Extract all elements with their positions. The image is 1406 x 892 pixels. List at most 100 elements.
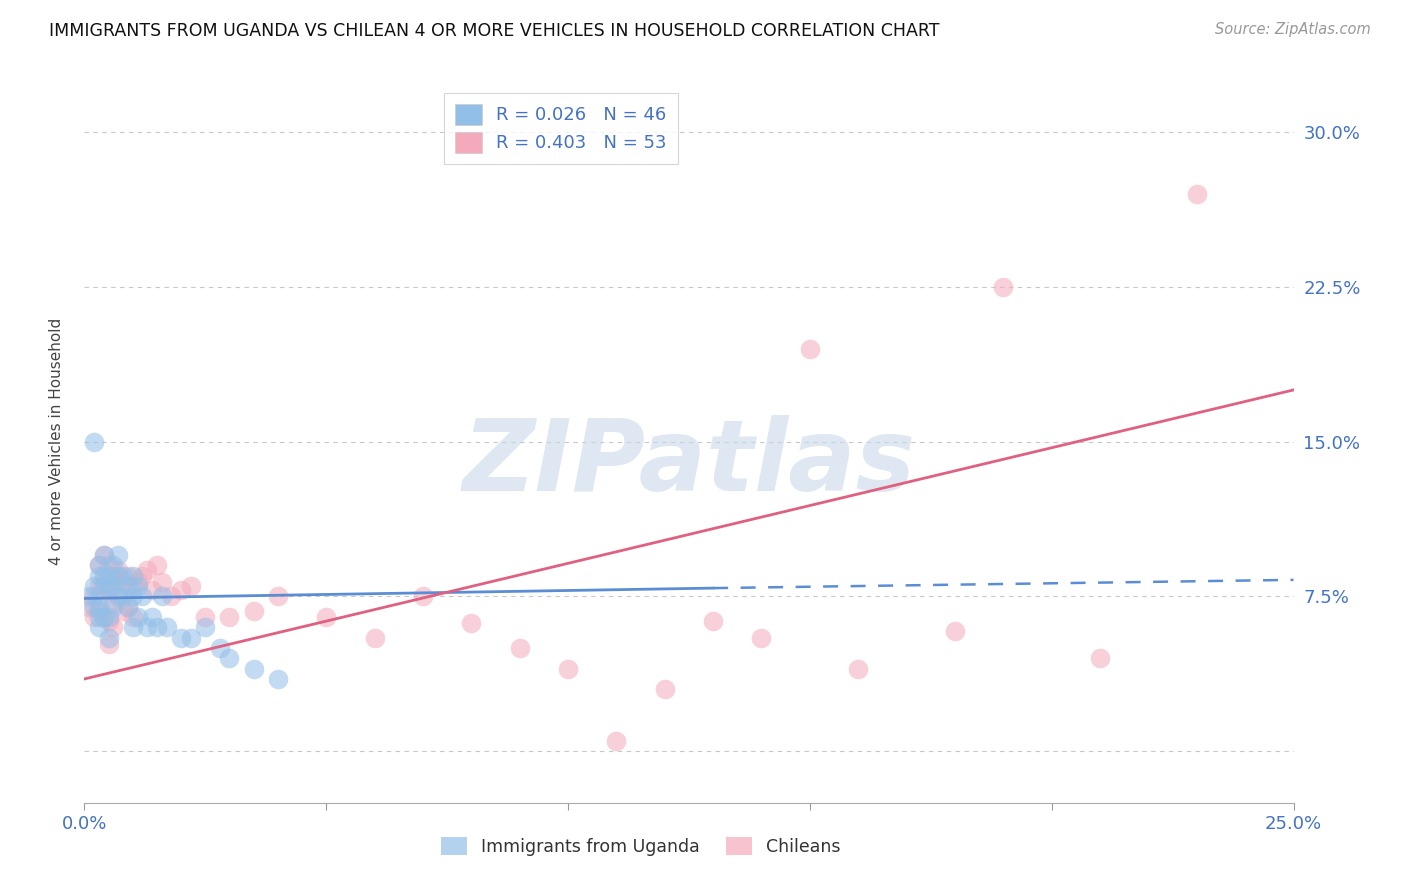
Point [117,579,139,593]
Point [121,620,143,634]
Legend: Immigrants from Uganda, Chileans: Immigrants from Uganda, Chileans [434,830,846,863]
Point [83,599,105,614]
Point [155,620,177,634]
Point [112,568,135,582]
Point [97,583,120,598]
Point [242,662,264,676]
Point [117,599,139,614]
Point [103,568,125,582]
Point [83,579,105,593]
Point [557,662,579,676]
Point [267,672,290,686]
Point [121,579,143,593]
Point [93,548,115,562]
Point [97,568,120,582]
Point [103,596,125,610]
Point [363,631,385,645]
Point [87,558,110,573]
Point [127,610,149,624]
Point [103,579,125,593]
Point [77,590,100,604]
Point [87,604,110,618]
Point [97,637,120,651]
Point [107,590,129,604]
Point [83,610,105,624]
Point [87,610,110,624]
Point [141,583,163,598]
Point [107,548,129,562]
Point [136,562,159,576]
Point [93,548,115,562]
Point [993,279,1015,293]
Point [150,590,173,604]
Point [141,610,163,624]
Point [93,568,115,582]
Point [97,610,120,624]
Point [242,604,264,618]
Point [605,734,627,748]
Point [509,640,531,655]
Point [160,590,183,604]
Point [170,583,193,598]
Y-axis label: 4 or more Vehicles in Household: 4 or more Vehicles in Household [49,318,63,566]
Point [1185,186,1208,201]
Point [702,614,724,628]
Point [194,610,217,624]
Point [83,434,105,449]
Point [93,574,115,589]
Point [127,574,149,589]
Point [412,590,434,604]
Point [170,631,193,645]
Point [107,568,129,582]
Point [87,620,110,634]
Point [97,614,120,628]
Point [127,579,149,593]
Point [751,631,773,645]
Point [136,620,159,634]
Point [943,624,966,639]
Point [267,590,290,604]
Point [180,579,202,593]
Point [112,604,135,618]
Text: IMMIGRANTS FROM UGANDA VS CHILEAN 4 OR MORE VEHICLES IN HOUSEHOLD CORRELATION CH: IMMIGRANTS FROM UGANDA VS CHILEAN 4 OR M… [49,22,939,40]
Point [654,682,676,697]
Point [121,568,143,582]
Point [112,590,135,604]
Point [107,590,129,604]
Point [77,599,100,614]
Point [460,616,482,631]
Point [1088,651,1111,665]
Point [97,579,120,593]
Point [799,342,821,356]
Point [87,568,110,582]
Point [93,610,115,624]
Point [103,558,125,573]
Text: ZIPatlas: ZIPatlas [463,415,915,512]
Point [131,568,153,582]
Point [107,562,129,576]
Point [83,590,105,604]
Text: Source: ZipAtlas.com: Source: ZipAtlas.com [1215,22,1371,37]
Point [93,579,115,593]
Point [218,610,240,624]
Point [146,558,169,573]
Point [117,599,139,614]
Point [97,631,120,645]
Point [117,568,139,582]
Point [208,640,231,655]
Point [93,610,115,624]
Point [150,574,173,589]
Point [97,558,120,573]
Point [218,651,240,665]
Point [87,599,110,614]
Point [103,620,125,634]
Point [112,574,135,589]
Point [146,620,169,634]
Point [180,631,202,645]
Point [87,558,110,573]
Point [846,662,869,676]
Point [315,610,337,624]
Point [121,610,143,624]
Point [194,620,217,634]
Point [103,599,125,614]
